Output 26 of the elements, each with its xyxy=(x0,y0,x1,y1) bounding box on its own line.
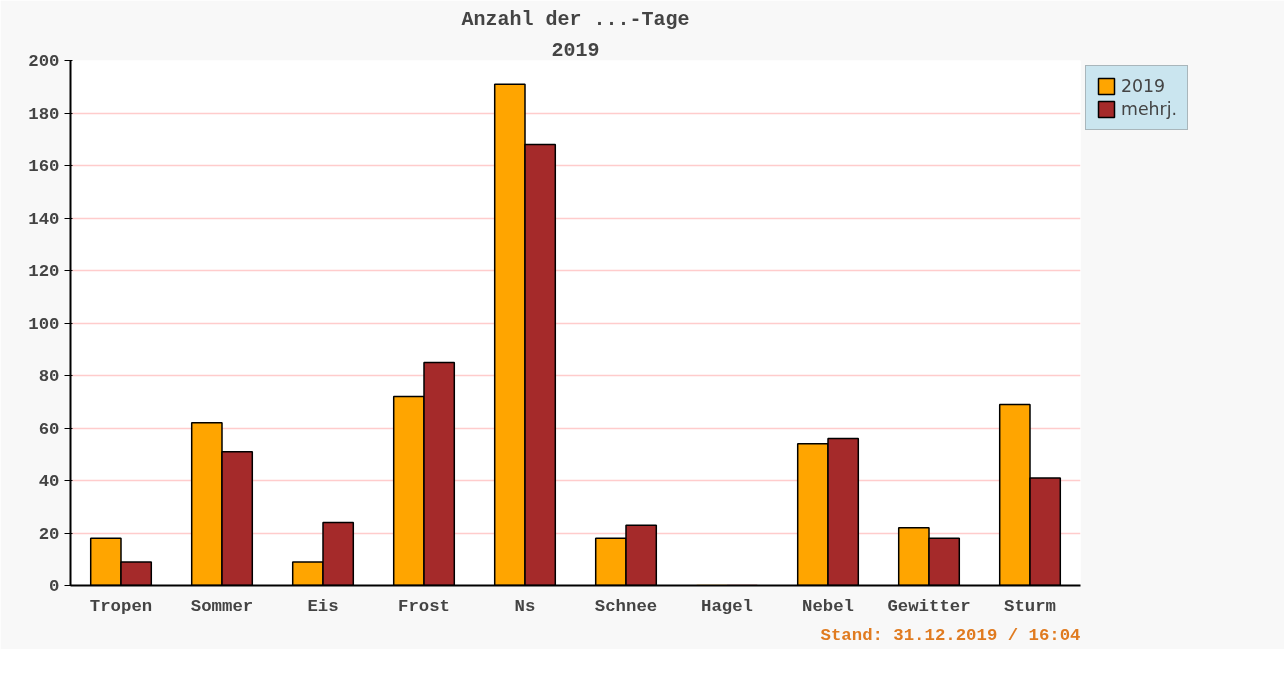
x-tick-label: Schnee xyxy=(594,596,658,616)
x-tick-label: Frost xyxy=(398,596,450,616)
y-tick-label: 40 xyxy=(38,472,60,491)
y-tick-label: 140 xyxy=(28,209,60,229)
chart-subtitle: 2019 xyxy=(551,38,600,62)
x-tick-label: Gewitter xyxy=(887,596,971,616)
x-tick-label: Sturm xyxy=(1004,596,1056,616)
legend-label: 2019 xyxy=(1121,76,1166,96)
x-tick-label: Eis xyxy=(307,596,339,616)
y-tick-label: 80 xyxy=(38,367,60,386)
legend-label: mehrj. xyxy=(1121,99,1177,119)
x-tick-label: Tropen xyxy=(89,596,153,616)
text: Stand: 31.12.2019 / 16:04 xyxy=(820,625,1081,645)
y-tick-label: 200 xyxy=(28,52,60,71)
y-tick-label: 60 xyxy=(38,419,60,439)
x-tick-label: Ns xyxy=(514,596,536,616)
y-tick-label: 180 xyxy=(28,104,60,124)
y-tick-label: 20 xyxy=(38,524,60,544)
x-tick-label: Hagel xyxy=(701,596,753,616)
chart-title: Anzahl der ...-Tage xyxy=(461,7,690,31)
x-tick-label: Sommer xyxy=(190,596,254,616)
y-tick-label: 160 xyxy=(28,157,60,176)
y-tick-label: 0 xyxy=(49,577,60,596)
y-tick-label: 100 xyxy=(28,314,60,334)
x-tick-label: Nebel xyxy=(802,596,854,616)
y-tick-label: 120 xyxy=(28,262,60,281)
